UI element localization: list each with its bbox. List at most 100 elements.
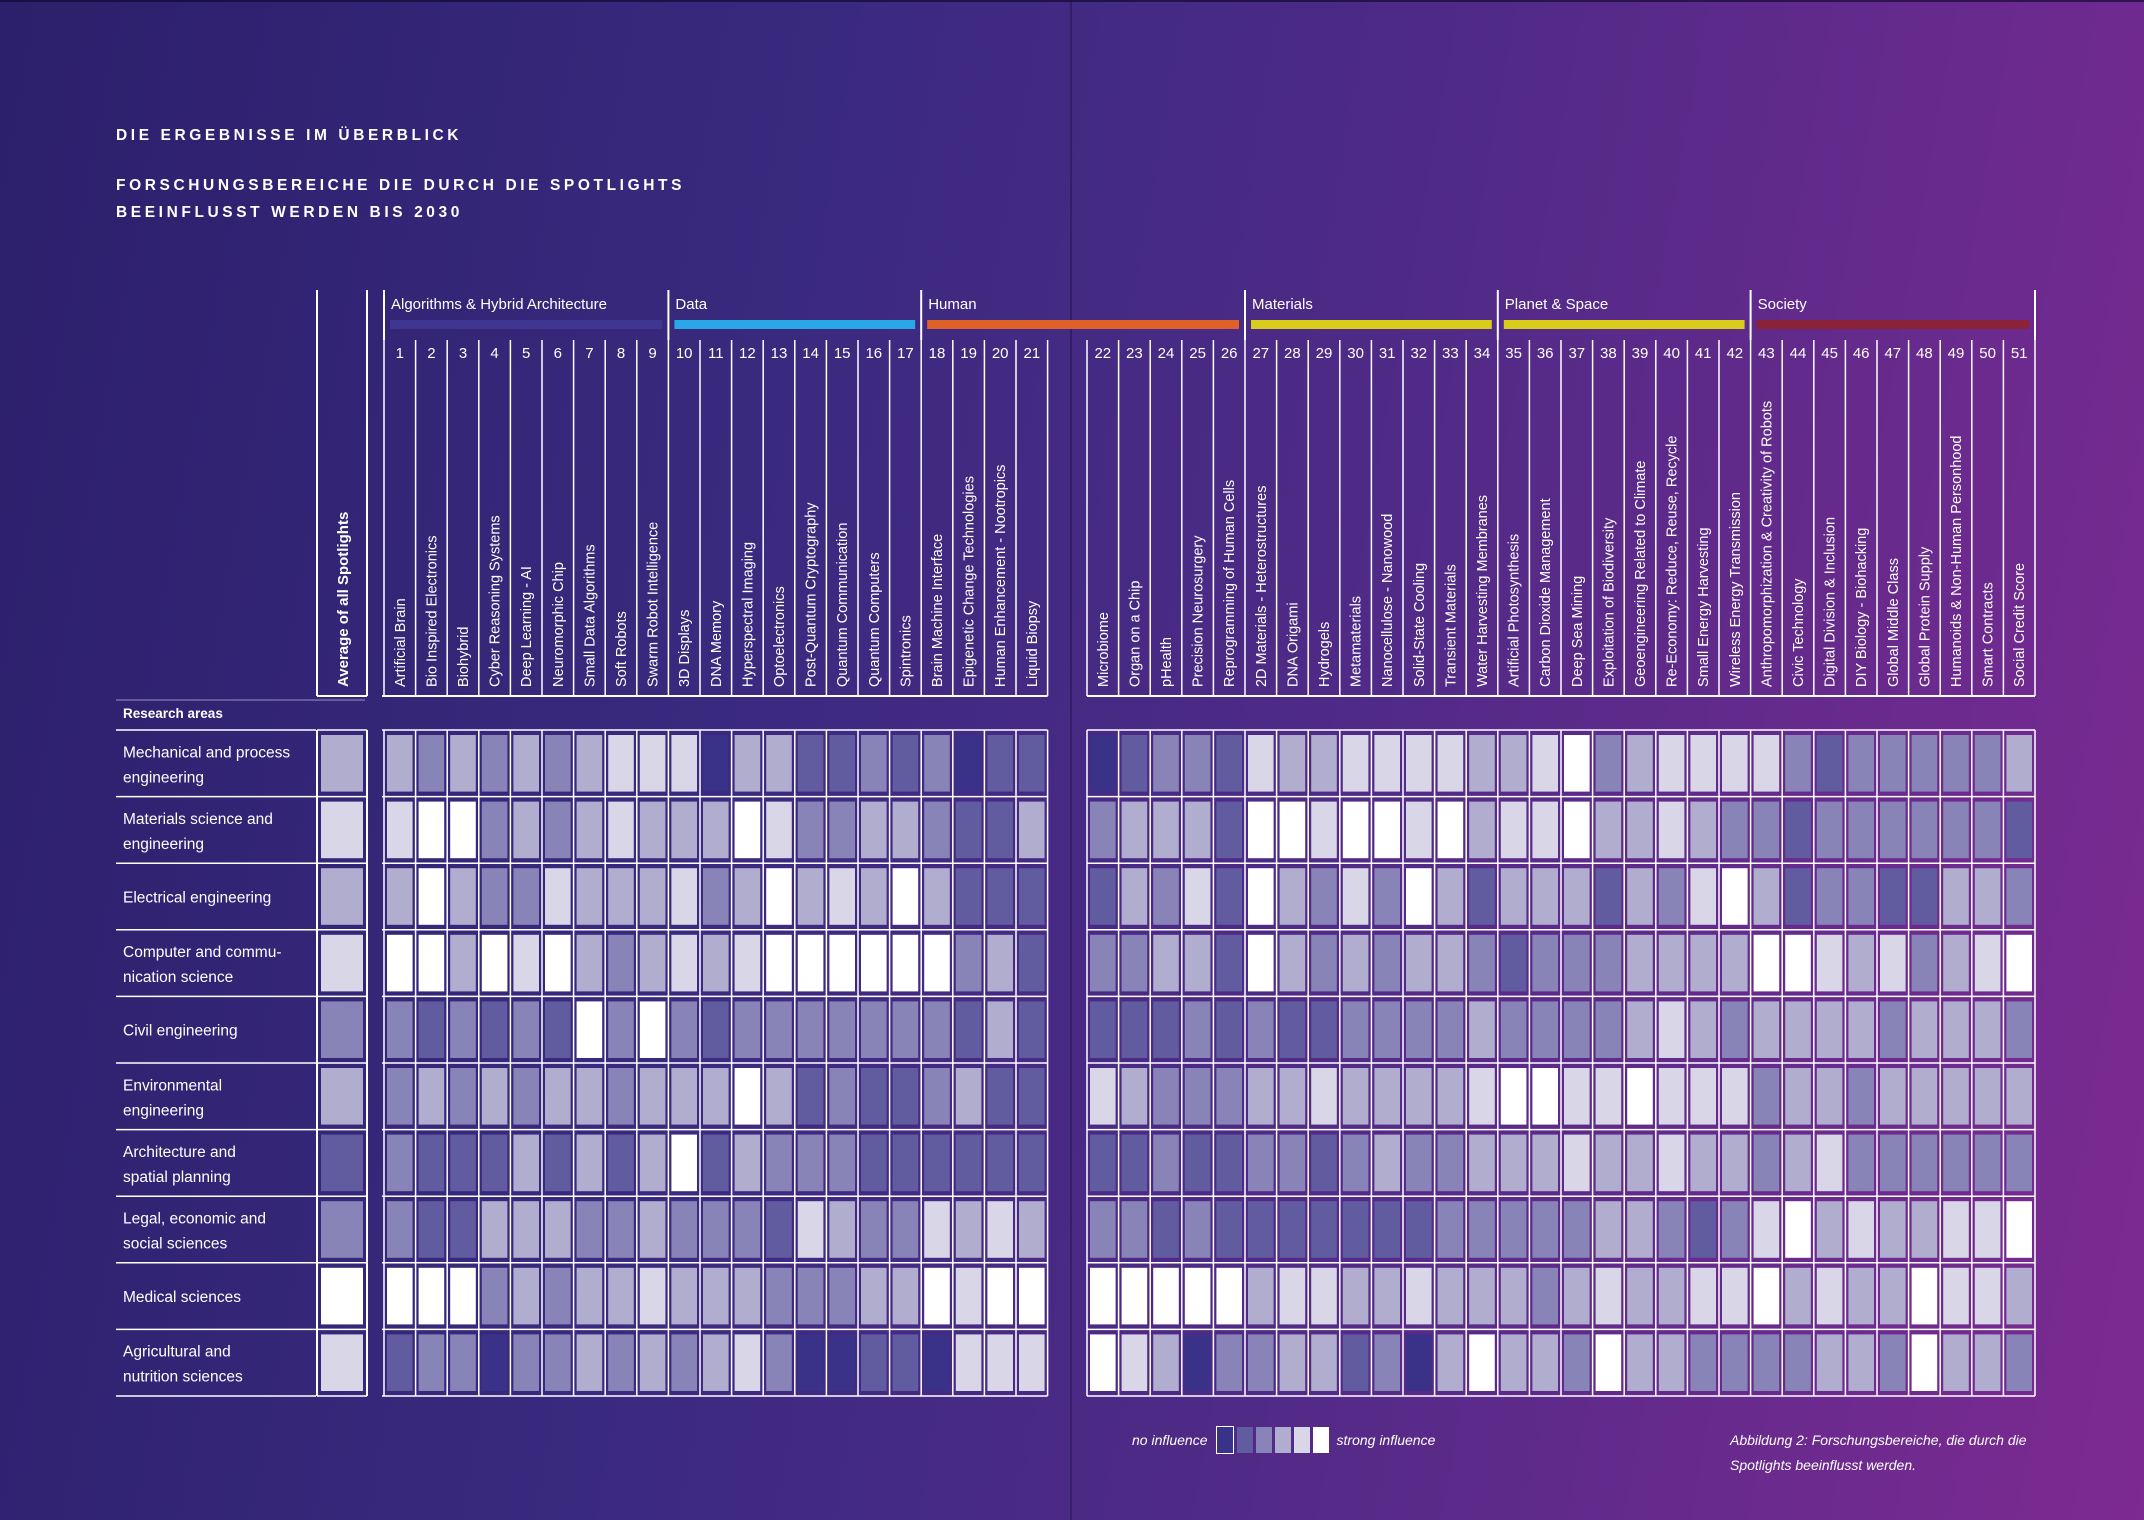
heatmap-cell [1532,1001,1558,1058]
column-number: 49 [1948,345,1965,362]
heatmap-cell [1627,1334,1653,1391]
heatmap-cell [1342,1334,1369,1391]
page-subtitle: FORSCHUNGSBEREICHE DIE DURCH DIE SPOTLIG… [116,177,686,221]
heatmap-cell [639,868,666,925]
row-label: Civil engineering [123,1023,238,1040]
heatmap-cell [545,1001,571,1058]
heatmap-cell [1974,1001,2001,1058]
heatmap-cell [1374,934,1400,992]
heatmap-cell [387,868,413,925]
heatmap-cell [576,1068,603,1125]
heatmap-cell [513,868,539,925]
heatmap-cell [1816,1334,1843,1391]
heatmap-cell [576,934,603,992]
heatmap-cell [1184,868,1211,925]
heatmap-cell [1974,1134,2001,1192]
heatmap-cell [1342,1201,1369,1258]
heatmap-cell [481,801,508,859]
heatmap-cell [734,1267,761,1325]
row-label: Materials science and [123,811,273,828]
heatmap-cell [1595,868,1622,925]
heatmap-cell [1090,868,1116,925]
column-number: 44 [1790,345,1807,362]
heatmap-cell [671,1334,697,1391]
heatmap-cell [1753,735,1780,792]
heatmap-cell [671,1134,697,1192]
heatmap-cell [513,1134,539,1192]
column-label: Cyber Reasoning Systems [488,515,504,687]
row-label: engineering [123,836,204,853]
heatmap-cell [2006,868,2032,925]
heatmap-cell [1690,801,1716,859]
heatmap-cell [987,1334,1013,1391]
heatmap-cell [639,1334,666,1391]
row-label: spatial planning [123,1169,231,1186]
heatmap-cell [545,868,571,925]
column-number: 34 [1474,345,1491,362]
column-number: 36 [1537,345,1554,362]
heatmap-cell [1216,1334,1242,1391]
heatmap-cell [450,1134,476,1192]
heatmap-cell [1216,1267,1242,1325]
page-spine [1070,0,1072,1520]
heatmap-cell [1437,1201,1464,1258]
research-areas-header: Research areas [123,706,223,721]
heatmap-cell [418,1134,445,1192]
heatmap-cell [481,868,508,925]
heatmap-cell [1564,1334,1590,1391]
heatmap-cell [892,868,919,925]
heatmap-cell [1311,1001,1337,1058]
heatmap-cell [1374,1134,1400,1192]
heatmap-cell [1342,1134,1369,1192]
average-cell [321,1134,363,1192]
heatmap-cell [703,1201,729,1258]
column-label: Small Data Algorithms [582,544,598,687]
heatmap-cell [1437,1334,1464,1391]
column-label: Artificial Brain [393,598,409,687]
heatmap-cell [1248,934,1274,992]
heatmap-cell [1153,1334,1179,1391]
heatmap-cell [1690,868,1716,925]
heatmap-cell [576,801,603,859]
column-number: 39 [1632,345,1649,362]
heatmap-cell [734,1068,761,1125]
column-label: Solid-State Cooling [1412,563,1428,687]
group-label: Human [928,296,976,313]
heatmap-cell [1595,801,1622,859]
heatmap-cell [639,801,666,859]
heatmap-cell [608,1134,634,1192]
column-label: DNA Origami [1285,602,1301,687]
heatmap-cell [924,934,950,992]
column-label: Precision Neurosurgery [1191,535,1207,687]
heatmap-cell [1658,868,1685,925]
heatmap-cell [1342,1267,1369,1325]
row-label: nutrition sciences [123,1369,243,1386]
legend-swatch [1293,1427,1310,1453]
heatmap-cell [1090,1334,1116,1391]
heatmap-cell [734,1134,761,1192]
heatmap-cell [703,934,729,992]
column-label: Global Middle Class [1886,558,1902,687]
heatmap-cell [987,735,1013,792]
legend-swatch [1312,1427,1329,1453]
column-number: 24 [1158,345,1175,362]
heatmap-cell [1690,1134,1716,1192]
heatmap-cell [1121,1068,1148,1125]
heatmap-cell [703,868,729,925]
heatmap-cell [924,735,950,792]
heatmap-cell [1279,868,1306,925]
heatmap-cell [608,1334,634,1391]
heatmap-cell [1690,1068,1716,1125]
heatmap-cell [545,1267,571,1325]
row-label: Agricultural and [123,1344,231,1361]
column-number: 40 [1663,345,1680,362]
heatmap-cell [987,1134,1013,1192]
group-label: Data [675,296,707,313]
column-number: 25 [1189,345,1206,362]
heatmap-cell [450,1001,476,1058]
heatmap-cell [1019,1201,1045,1258]
heatmap-cell [1500,1201,1527,1258]
heatmap-cell [1816,735,1843,792]
heatmap-cell [703,1068,729,1125]
heatmap-cell [924,1134,950,1192]
